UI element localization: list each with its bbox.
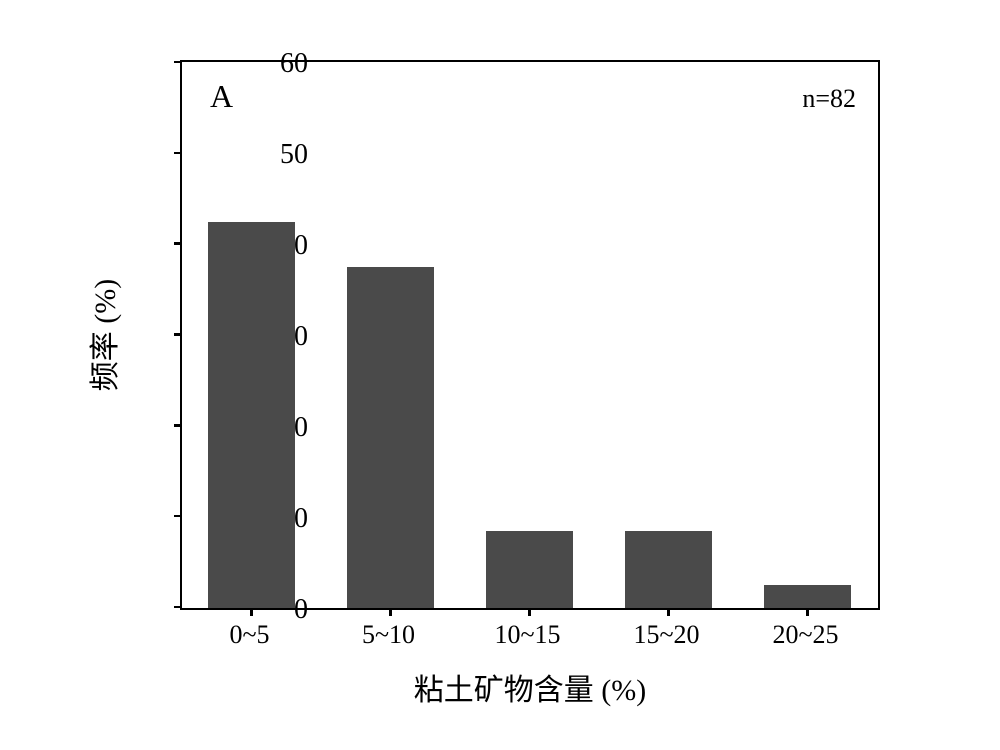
xtick-0 bbox=[250, 608, 253, 616]
xtick-4 bbox=[806, 608, 809, 616]
xtick-3 bbox=[667, 608, 670, 616]
ytick-1 bbox=[174, 515, 182, 518]
ytick-2 bbox=[174, 424, 182, 427]
ytick-0 bbox=[174, 606, 182, 609]
xtick-label-3: 15~20 bbox=[633, 620, 699, 650]
ytick-4 bbox=[174, 242, 182, 245]
bar-2 bbox=[486, 531, 572, 608]
n-label: n=82 bbox=[802, 84, 856, 114]
xtick-1 bbox=[389, 608, 392, 616]
ytick-3 bbox=[174, 333, 182, 336]
xtick-label-2: 10~15 bbox=[494, 620, 560, 650]
plot-area: A n=82 bbox=[180, 60, 880, 610]
xtick-label-4: 20~25 bbox=[772, 620, 838, 650]
panel-label: A bbox=[210, 78, 233, 115]
bar-1 bbox=[347, 267, 433, 608]
ytick-6 bbox=[174, 61, 182, 64]
xtick-label-1: 5~10 bbox=[362, 620, 415, 650]
bar-0 bbox=[208, 222, 294, 608]
ytick-5 bbox=[174, 152, 182, 155]
bar-3 bbox=[625, 531, 711, 608]
y-axis-title: 频率 (%) bbox=[80, 279, 124, 391]
x-axis-title: 粘土矿物含量 (%) bbox=[414, 665, 646, 709]
xtick-label-0: 0~5 bbox=[229, 620, 269, 650]
bar-4 bbox=[764, 585, 850, 608]
xtick-2 bbox=[528, 608, 531, 616]
figure-container: 频率 (%) 粘土矿物含量 (%) 0 10 20 30 40 50 60 0~… bbox=[80, 40, 920, 710]
